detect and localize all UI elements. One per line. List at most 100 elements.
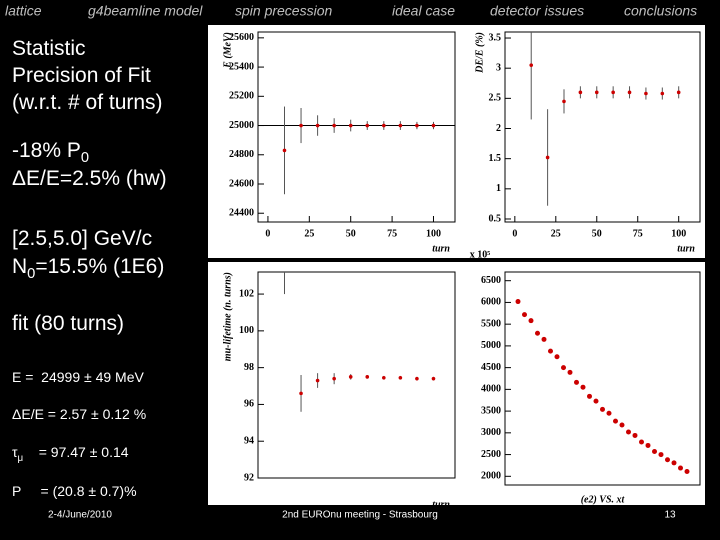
y-tick-label: 25000 bbox=[229, 120, 254, 131]
y-tick-label: 102 bbox=[239, 288, 254, 299]
point bbox=[398, 123, 403, 128]
axis-exponent: x 10⁵ bbox=[470, 249, 491, 260]
point bbox=[299, 123, 303, 128]
point bbox=[382, 123, 386, 128]
y-tick-label: 1 bbox=[496, 183, 501, 194]
point bbox=[567, 369, 573, 375]
plot-area bbox=[515, 299, 690, 475]
x-tick-label: 25 bbox=[551, 228, 561, 239]
point bbox=[554, 354, 560, 360]
footer-event: 2nd EUROnu meeting - Strasbourg bbox=[282, 510, 438, 521]
point bbox=[652, 449, 657, 455]
x-tick-label: 0 bbox=[512, 228, 517, 239]
y-tick-label: 92 bbox=[244, 472, 254, 483]
point bbox=[578, 90, 583, 95]
subscript: 0 bbox=[80, 150, 90, 167]
plot-panel bbox=[460, 262, 705, 505]
subscript: μ bbox=[17, 452, 24, 464]
point bbox=[382, 375, 386, 380]
plot-title: (e2) VS. xt bbox=[581, 494, 626, 505]
point bbox=[299, 391, 303, 396]
point bbox=[365, 375, 370, 379]
y-tick-label: 6500 bbox=[481, 275, 501, 286]
plot-frame bbox=[504, 31, 701, 223]
point bbox=[632, 432, 638, 438]
point bbox=[639, 439, 644, 445]
point bbox=[627, 90, 632, 95]
y-tick-label: 2 bbox=[496, 123, 501, 134]
x-tick-label: 50 bbox=[346, 228, 356, 239]
point bbox=[332, 376, 336, 381]
point bbox=[676, 90, 681, 95]
point bbox=[545, 155, 550, 160]
point bbox=[548, 348, 553, 354]
point bbox=[574, 379, 579, 385]
note-line: P = (20.8 ± 0.7)% bbox=[12, 483, 137, 499]
y-tick-label: 96 bbox=[244, 399, 254, 410]
point bbox=[529, 63, 534, 67]
point bbox=[580, 384, 586, 390]
point bbox=[660, 91, 665, 96]
y-tick-label: 24800 bbox=[229, 149, 254, 160]
note-line: E = 24999 ± 49 MeV bbox=[12, 369, 144, 385]
text: τ bbox=[12, 444, 18, 460]
nav-item: g4beamline model bbox=[88, 3, 203, 19]
y-tick-label: 2500 bbox=[481, 449, 501, 460]
point bbox=[562, 99, 566, 104]
y-tick-label: 5000 bbox=[481, 340, 501, 351]
note-line: τμ = 97.47 ± 0.14 bbox=[12, 444, 129, 464]
x-tick-label: 50 bbox=[592, 228, 602, 239]
note-line: fit (80 turns) bbox=[12, 312, 124, 336]
y-tick-label: 25400 bbox=[229, 61, 254, 72]
point bbox=[658, 452, 664, 458]
text: (w.r.t. # of turns) bbox=[12, 91, 163, 114]
point bbox=[332, 123, 336, 128]
x-axis-label: turn bbox=[432, 499, 450, 510]
x-tick-label: 0 bbox=[265, 228, 270, 239]
plot-panel bbox=[460, 25, 705, 258]
y-tick-label: 4500 bbox=[481, 362, 501, 373]
y-tick-label: 25200 bbox=[229, 91, 254, 102]
note-line: ΔE/E = 2.57 ± 0.12 % bbox=[12, 406, 146, 422]
text: -18% P bbox=[12, 139, 81, 162]
point bbox=[561, 365, 566, 371]
note-line: N0=15.5% (1E6) bbox=[12, 255, 164, 282]
point bbox=[613, 418, 618, 424]
text: Statistic bbox=[12, 37, 86, 60]
x-axis-label: turn bbox=[432, 243, 450, 254]
note-line: (w.r.t. # of turns) bbox=[12, 91, 163, 115]
point bbox=[282, 148, 287, 153]
page-number: 13 bbox=[664, 510, 676, 521]
point bbox=[431, 376, 436, 381]
point bbox=[645, 442, 651, 448]
point bbox=[541, 336, 547, 342]
y-tick-label: 100 bbox=[239, 325, 254, 336]
text: ΔE/E = 2.57 ± 0.12 % bbox=[12, 406, 147, 422]
note-line: ΔE/E=2.5% (hw) bbox=[12, 167, 167, 191]
text: = 97.47 ± 0.14 bbox=[23, 444, 129, 460]
y-tick-label: 0.5 bbox=[489, 213, 502, 224]
note-line: Precision of Fit bbox=[12, 64, 151, 88]
nav-item: conclusions bbox=[624, 3, 697, 19]
point bbox=[315, 378, 320, 383]
subscript: 0 bbox=[27, 266, 36, 283]
point bbox=[606, 410, 612, 416]
y-tick-label: 6000 bbox=[481, 297, 501, 308]
point bbox=[415, 376, 419, 381]
point bbox=[398, 375, 403, 380]
point bbox=[587, 393, 592, 399]
text: [2.5,5.0] GeV/c bbox=[12, 227, 153, 250]
text: N bbox=[12, 255, 28, 278]
y-tick-label: 25600 bbox=[229, 32, 254, 43]
note-line: Statistic bbox=[12, 37, 86, 61]
y-tick-label: 3500 bbox=[481, 405, 501, 416]
y-tick-label: 2000 bbox=[481, 471, 501, 482]
y-axis-label: E (MeV) bbox=[222, 32, 233, 69]
y-tick-label: 94 bbox=[244, 436, 254, 447]
nav-item: spin precession bbox=[235, 3, 332, 19]
point bbox=[365, 123, 370, 128]
text: E = 24999 ± 49 MeV bbox=[12, 369, 144, 385]
plot-area bbox=[529, 32, 681, 206]
y-tick-label: 3000 bbox=[481, 427, 501, 438]
